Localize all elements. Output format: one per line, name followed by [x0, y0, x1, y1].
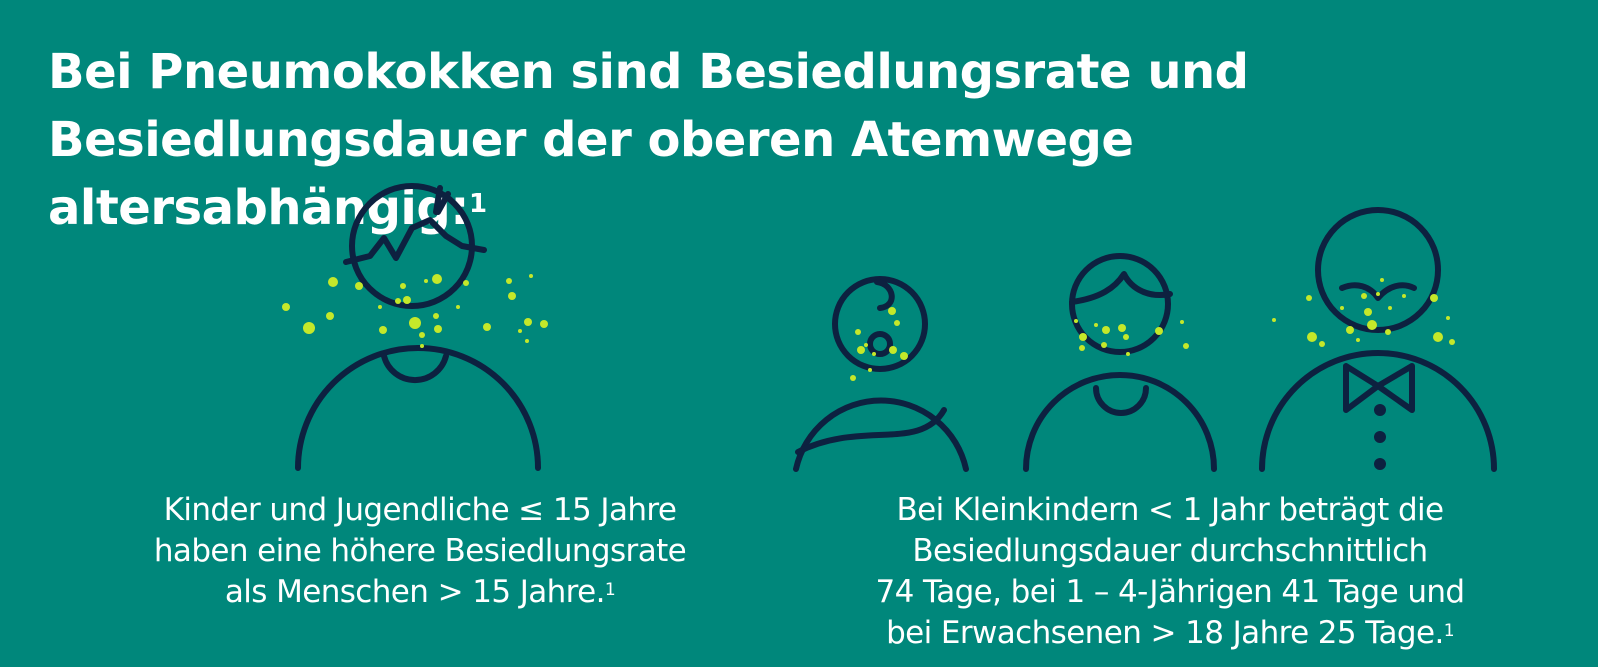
right-caption-line-3: 74 Tage, bei 1 – 4-Jährigen 41 Tage und — [875, 574, 1465, 610]
left-caption-line-3: als Menschen > 15 Jahre. — [224, 574, 606, 610]
child-icon — [295, 183, 541, 471]
adult-buttons — [1374, 404, 1386, 470]
page-title: Bei Pneumokokken sind Besiedlungsrate un… — [48, 38, 1578, 242]
left-caption: Kinder und Jugendliche ≤ 15 Jahre haben … — [80, 490, 760, 613]
adult-icon — [1259, 207, 1497, 472]
title-footnote: 1 — [468, 189, 487, 219]
bacteria-dots — [282, 274, 1455, 381]
toddler-icon — [1023, 253, 1217, 472]
left-caption-line-2: haben eine höhere Besiedlungsrate — [153, 533, 687, 569]
right-caption-line-4: bei Erwachsenen > 18 Jahre 25 Tage. — [886, 615, 1444, 651]
right-caption: Bei Kleinkindern < 1 Jahr beträgt die Be… — [800, 490, 1540, 654]
baby-icon — [793, 276, 969, 472]
title-line-2: Besiedlungsdauer der oberen Atemwege alt… — [48, 112, 1134, 236]
right-caption-line-1: Bei Kleinkindern < 1 Jahr beträgt die — [896, 492, 1444, 528]
right-caption-footnote: 1 — [1443, 621, 1455, 641]
title-line-1: Bei Pneumokokken sind Besiedlungsrate un… — [48, 44, 1249, 100]
right-caption-line-2: Besiedlungsdauer durchschnittlich — [912, 533, 1428, 569]
left-caption-footnote: 1 — [604, 580, 616, 600]
left-caption-line-1: Kinder und Jugendliche ≤ 15 Jahre — [163, 492, 677, 528]
